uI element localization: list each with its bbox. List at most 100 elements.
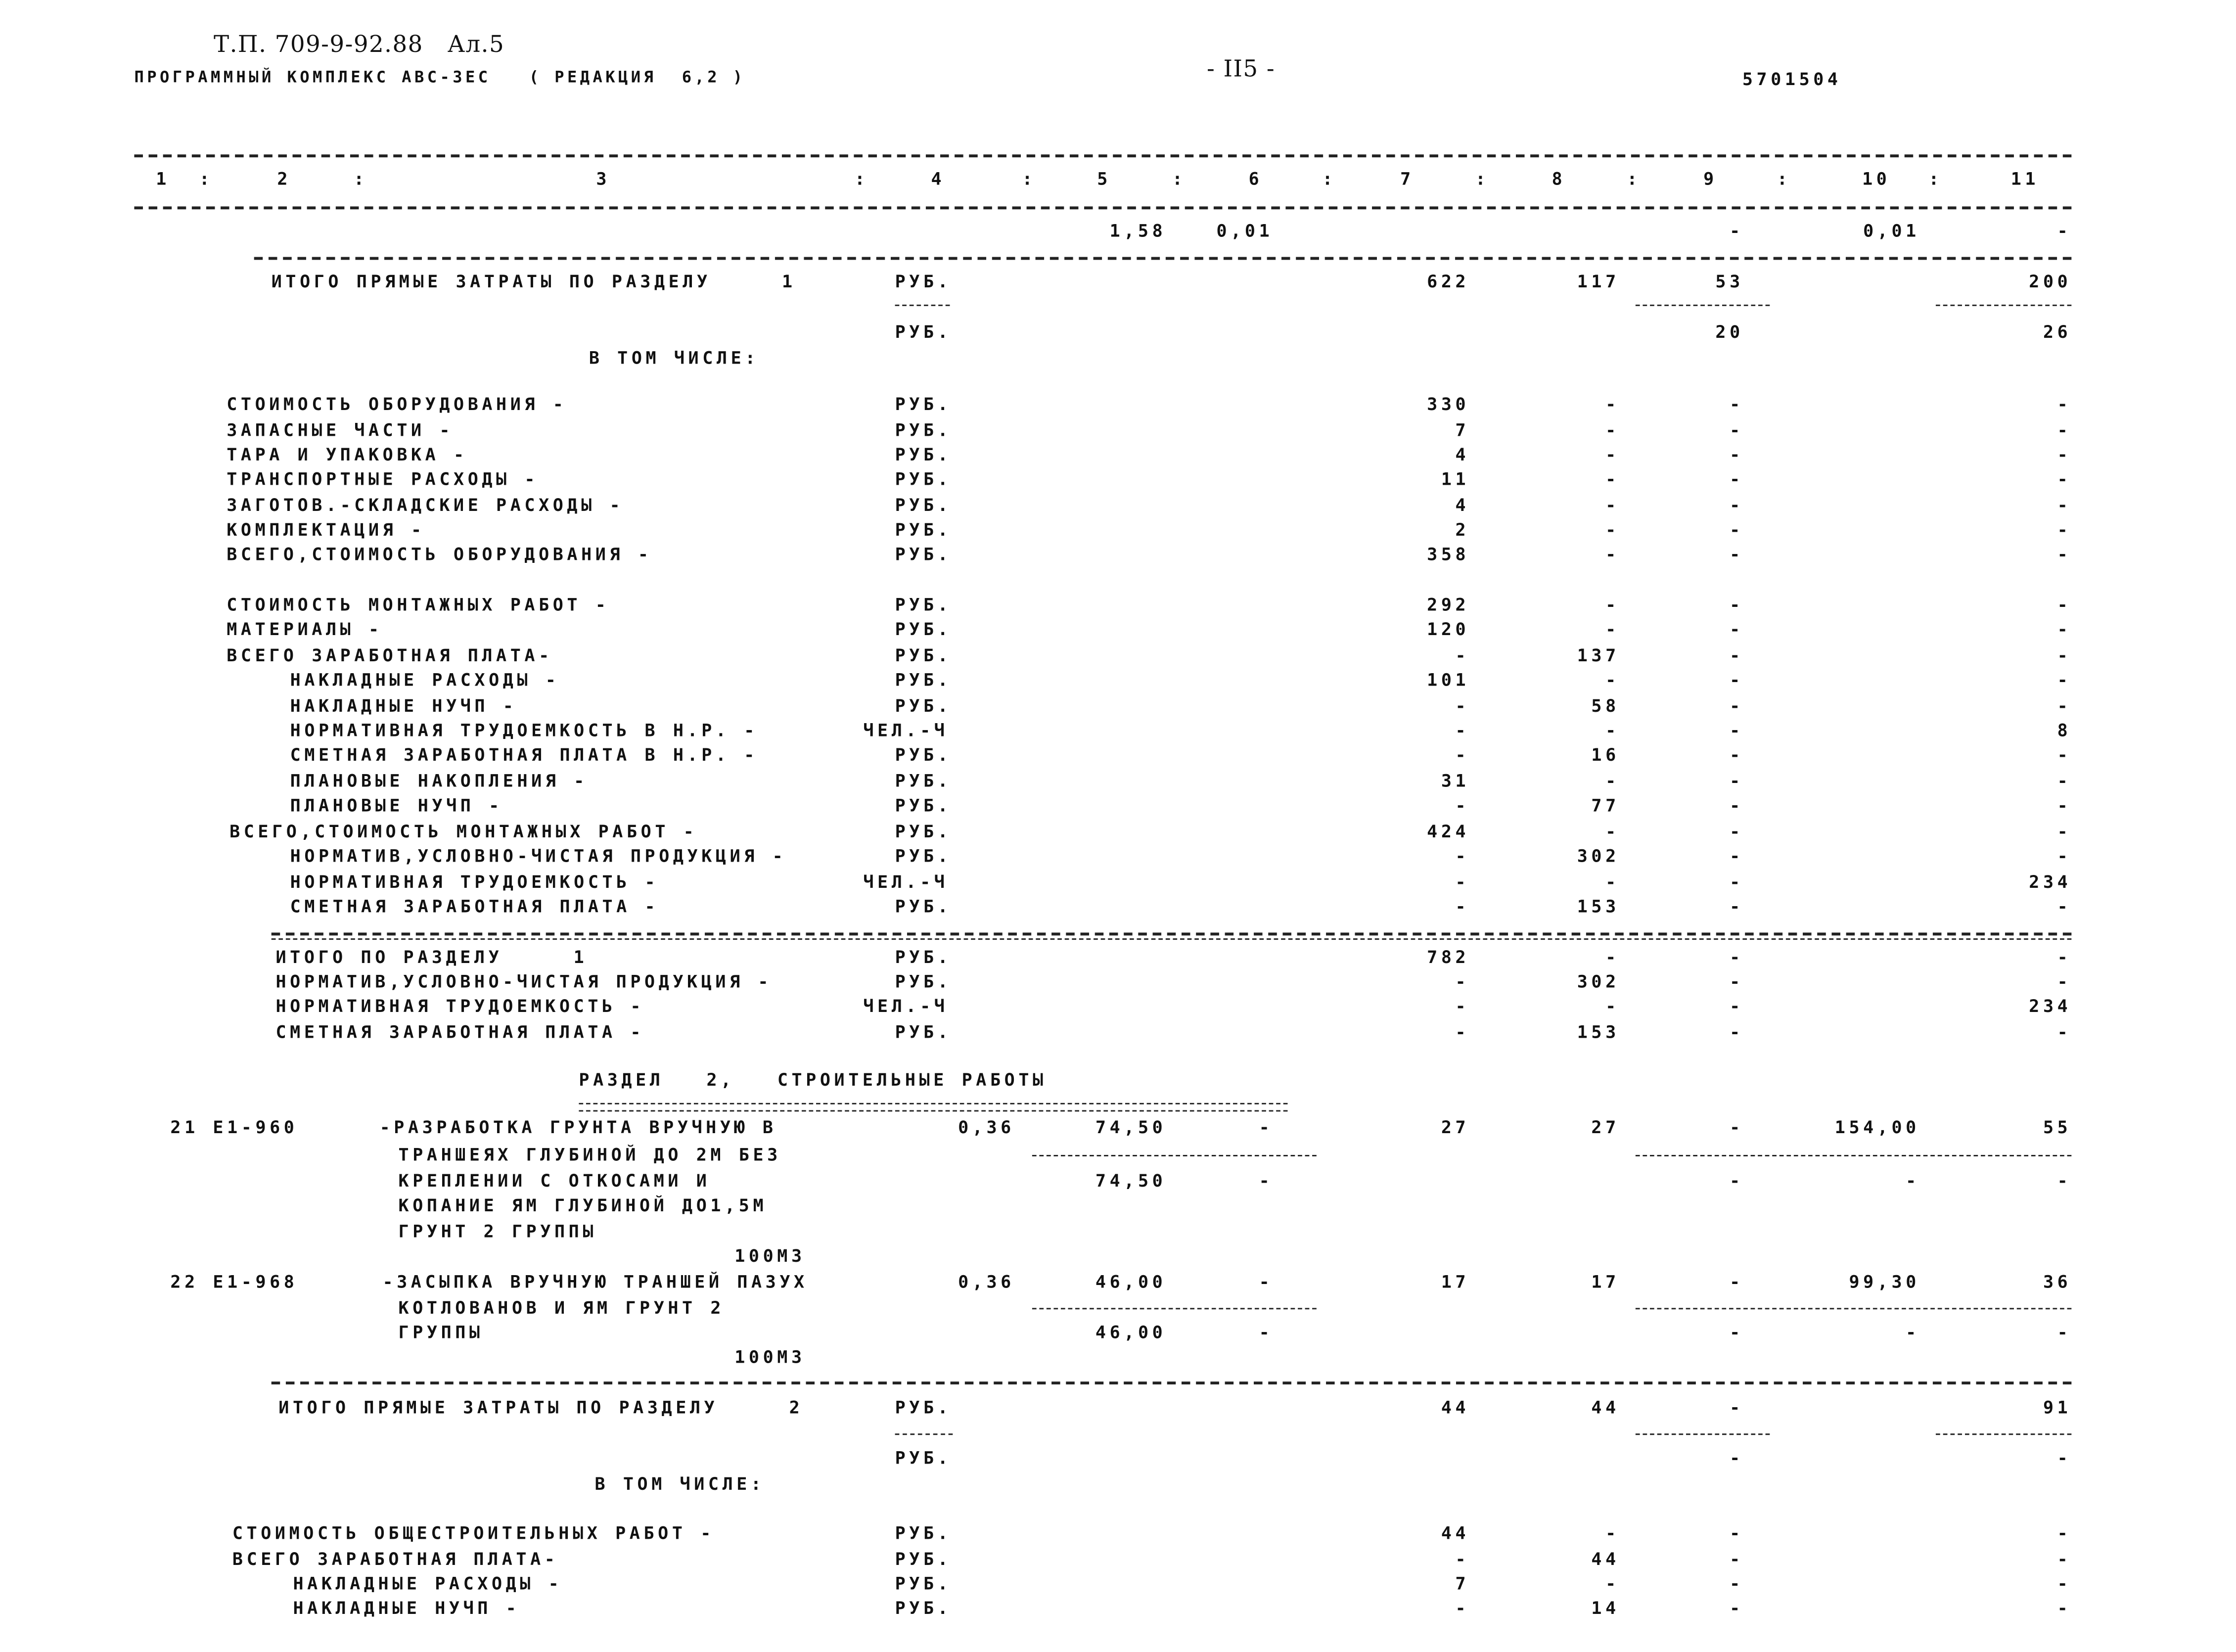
row-label: НАКЛАДНЫЕ НУЧП - [293, 1598, 520, 1618]
value-col-8: 58 [1591, 695, 1620, 716]
value-col-5: 1,58 [1109, 221, 1167, 241]
value-col-6: 0,01 [1216, 221, 1274, 241]
row-label: КОТЛОВАНОВ И ЯМ ГРУНТ 2 [398, 1297, 725, 1318]
double-rule [579, 1102, 1288, 1112]
horizontal-rule [1635, 304, 1770, 306]
horizontal-rule [1032, 1308, 1317, 1310]
value-col-9: - [1730, 1598, 1744, 1618]
row-label: КОМПЛЕКТАЦИЯ - [227, 519, 425, 540]
value-col-7: - [1455, 1022, 1470, 1043]
horizontal-rule [1635, 1433, 1770, 1435]
row-label: ТРАНСПОРТНЫЕ РАСХОДЫ - [227, 469, 539, 490]
value-col-7: 358 [1427, 544, 1470, 565]
row-label: СТОИМОСТЬ ОБОРУДОВАНИЯ - [227, 394, 567, 414]
value-col-7: 101 [1427, 670, 1470, 690]
unit: РУБ. [895, 321, 952, 342]
value-col-11: - [2057, 444, 2072, 465]
value-col-8: - [1605, 872, 1620, 892]
column-separator: : [1928, 169, 1943, 189]
row-label: КРЕПЛЕНИИ С ОТКОСАМИ И [398, 1171, 711, 1191]
value-col-9: - [1730, 1448, 1744, 1468]
value-col-11: - [2057, 595, 2072, 615]
value-col-5: 46,00 [1095, 1272, 1167, 1292]
row-label: НАКЛАДНЫЕ РАСХОДЫ - [293, 1573, 563, 1594]
unit: РУБ. [895, 745, 952, 765]
value-col-11: 8 [2057, 720, 2072, 741]
value-col-9: - [1730, 971, 1744, 992]
value-col-6: - [1259, 1117, 1274, 1138]
value-col-10: - [1906, 1171, 1920, 1191]
row-label: НАКЛАДНЫЕ НУЧП - [290, 695, 517, 716]
value-col-8: - [1605, 1573, 1620, 1594]
row-label: ПЛАНОВЫЕ НУЧП - [290, 795, 503, 816]
value-col-11: - [2057, 394, 2072, 414]
value-col-8: 77 [1591, 795, 1620, 816]
value-col-9: - [1730, 1397, 1744, 1418]
value-col-11: 200 [2029, 271, 2072, 292]
row-label: СМЕТНАЯ ЗАРАБОТНАЯ ПЛАТА В Н.Р. - [290, 745, 758, 765]
value-col-5: 46,00 [1095, 1322, 1167, 1343]
value-col-10: 0,01 [1863, 221, 1920, 241]
row-label: НОРМАТИВНАЯ ТРУДОЕМКОСТЬ В Н.Р. - [290, 720, 758, 741]
value-col-11: - [2057, 469, 2072, 490]
value-col-7: 2 [1455, 519, 1470, 540]
value-col-7: - [1455, 996, 1470, 1016]
column-number: 4 [931, 169, 946, 189]
value-col-8: 153 [1577, 896, 1620, 917]
unit: РУБ. [895, 670, 952, 690]
value-col-9: - [1730, 795, 1744, 816]
unit: ЧЕЛ.-Ч [863, 996, 949, 1016]
value-col-11: - [2057, 1171, 2072, 1191]
value-col-11: - [2057, 821, 2072, 842]
measure-unit: 100М3 [734, 1245, 806, 1266]
value-col-9: - [1730, 745, 1744, 765]
value-col-7: 292 [1427, 595, 1470, 615]
value-col-7: - [1455, 1549, 1470, 1569]
column-number: 1 [156, 169, 170, 189]
column-separator: : [1022, 169, 1037, 189]
unit: РУБ. [895, 896, 952, 917]
value-col-4: 0,36 [958, 1272, 1015, 1292]
horizontal-rule [134, 154, 2072, 158]
value-col-9: - [1730, 1322, 1744, 1343]
row-label: В ТОМ ЧИСЛЕ: [594, 1473, 765, 1494]
value-col-8: 44 [1591, 1397, 1620, 1418]
value-col-9: - [1730, 595, 1744, 615]
value-col-9: - [1730, 544, 1744, 565]
value-col-9: - [1730, 846, 1744, 867]
value-col-8: - [1605, 469, 1620, 490]
column-number: 5 [1097, 169, 1111, 189]
unit: РУБ. [895, 420, 952, 441]
value-col-7: - [1455, 846, 1470, 867]
column-separator: : [1627, 169, 1642, 189]
value-col-11: - [2057, 695, 2072, 716]
value-col-7: 782 [1427, 947, 1470, 967]
value-col-11: - [2057, 745, 2072, 765]
value-col-7: 330 [1427, 394, 1470, 414]
horizontal-rule [1635, 1154, 2072, 1156]
value-col-8: 153 [1577, 1022, 1620, 1043]
unit: ЧЕЛ.-Ч [863, 720, 949, 741]
row-label: НАКЛАДНЫЕ РАСХОДЫ - [290, 670, 560, 690]
column-number: 3 [596, 169, 611, 189]
value-col-8: 16 [1591, 745, 1620, 765]
value-col-10: - [1906, 1322, 1920, 1343]
row-label: ВСЕГО ЗАРАБОТНАЯ ПЛАТА- [227, 645, 553, 666]
value-col-11: - [2057, 221, 2072, 241]
row-label: ГРУППЫ [398, 1322, 484, 1343]
value-col-9: 53 [1715, 271, 1744, 292]
value-col-7: 27 [1441, 1117, 1470, 1138]
row-label: НОРМАТИВ,УСЛОВНО-ЧИСТАЯ ПРОДУКЦИЯ - [290, 846, 787, 867]
value-col-7: - [1455, 745, 1470, 765]
unit: РУБ. [895, 771, 952, 791]
value-col-11: - [2057, 645, 2072, 666]
value-col-11: - [2057, 420, 2072, 441]
value-col-11: 36 [2043, 1272, 2072, 1292]
value-col-11: - [2057, 795, 2072, 816]
value-col-9: - [1730, 1117, 1744, 1138]
unit: РУБ. [895, 469, 952, 490]
unit: РУБ. [895, 495, 952, 515]
column-separator: : [1475, 169, 1490, 189]
unit: РУБ. [895, 1549, 952, 1569]
value-col-11: - [2057, 846, 2072, 867]
